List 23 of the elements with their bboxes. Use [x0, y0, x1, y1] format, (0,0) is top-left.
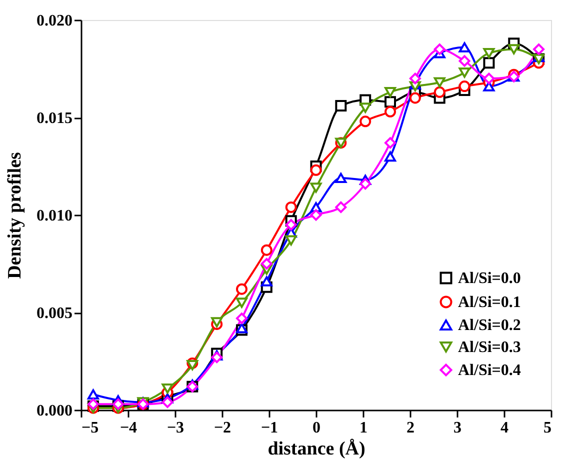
- x-tick-label: 3: [454, 420, 462, 436]
- legend-label: Al/Si=0.1: [458, 294, 521, 311]
- y-tick-label: 0.010: [36, 208, 72, 224]
- x-tick-label: −1: [260, 420, 278, 436]
- x-tick-label: 4: [500, 420, 508, 436]
- x-tick-label: −4: [120, 420, 138, 436]
- legend-label: Al/Si=0.2: [458, 317, 521, 334]
- legend-label: Al/Si=0.4: [458, 362, 521, 379]
- legend-label: Al/Si=0.3: [458, 339, 521, 356]
- legend-label: Al/Si=0.0: [458, 270, 521, 287]
- x-tick-label: −3: [166, 420, 184, 436]
- y-tick-label: 0.020: [36, 12, 72, 30]
- x-tick-label: 2: [406, 420, 414, 436]
- x-tick-label: −2: [214, 420, 232, 436]
- y-axis-title: Density profiles: [4, 152, 26, 279]
- x-tick-label: 5: [544, 420, 552, 436]
- y-tick-label: 0.015: [36, 110, 72, 127]
- x-axis-title: distance (Å): [268, 438, 366, 460]
- y-tick-label: 0.000: [36, 402, 72, 420]
- x-tick-label: −5: [82, 420, 99, 436]
- x-tick-label: 1: [360, 420, 368, 436]
- x-tick-label: 0: [312, 420, 320, 436]
- y-tick-label: 0.005: [36, 305, 72, 322]
